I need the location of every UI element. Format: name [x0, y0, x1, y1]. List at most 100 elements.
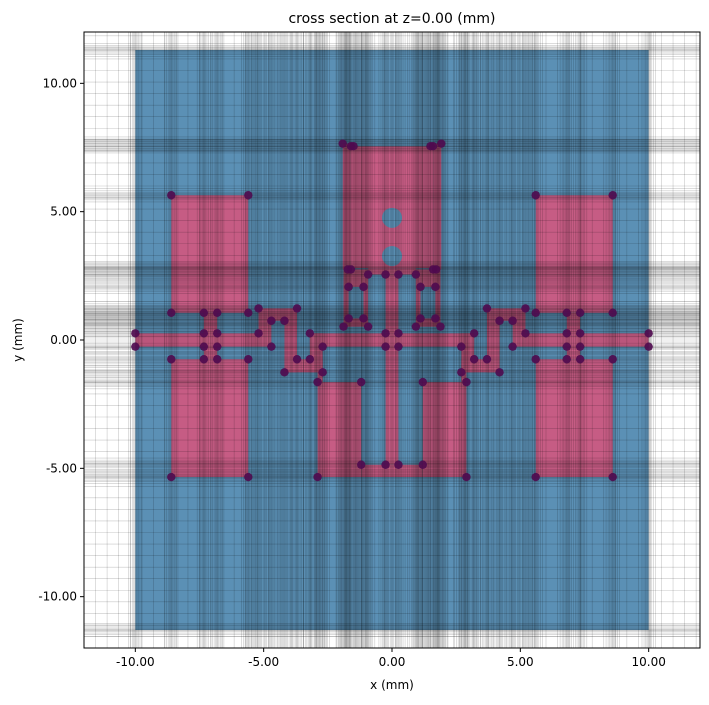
data-point: [394, 329, 403, 338]
data-point: [267, 342, 276, 351]
data-point: [381, 270, 390, 279]
data-point: [313, 472, 322, 482]
data-point: [457, 342, 466, 351]
data-point: [531, 355, 540, 364]
x-tick-label: 5.00: [507, 655, 534, 669]
data-point: [608, 191, 617, 200]
data-point: [428, 265, 438, 274]
data-point: [575, 329, 585, 338]
data-point: [521, 304, 530, 313]
data-point: [469, 329, 479, 338]
data-point: [562, 329, 571, 338]
data-point: [339, 322, 348, 331]
data-point: [167, 308, 176, 317]
data-point: [244, 191, 253, 200]
data-point: [254, 329, 263, 338]
data-point: [213, 308, 222, 317]
data-point: [495, 316, 504, 325]
data-point: [292, 355, 302, 364]
data-point: [244, 355, 253, 364]
data-point: [381, 329, 390, 338]
y-tick-label: 5.00: [50, 205, 77, 219]
data-point: [381, 460, 390, 469]
data-point: [318, 368, 327, 377]
data-point: [495, 368, 504, 377]
data-point: [363, 322, 373, 331]
metal-structure: [317, 372, 323, 383]
data-point: [338, 139, 347, 148]
data-point: [213, 355, 222, 364]
y-tick-label: -10.00: [38, 590, 77, 604]
data-point: [418, 460, 427, 469]
x-tick-label: -5.00: [248, 655, 279, 669]
data-point: [531, 472, 540, 482]
x-tick-label: -10.00: [116, 655, 155, 669]
data-point: [244, 308, 253, 317]
data-point: [213, 342, 222, 351]
metal-structure: [284, 308, 298, 373]
x-axis-label: x (mm): [370, 678, 414, 692]
metal-structure: [461, 333, 475, 373]
data-point: [199, 355, 209, 364]
data-point: [280, 316, 289, 325]
data-point: [359, 282, 368, 292]
data-point: [462, 472, 471, 482]
metal-structure: [535, 195, 613, 313]
data-point: [199, 342, 209, 351]
data-point: [394, 342, 403, 351]
data-point: [131, 329, 140, 338]
data-point: [508, 342, 517, 351]
metal-structure: [415, 318, 441, 327]
metal-structure: [363, 269, 369, 327]
data-point: [244, 472, 253, 482]
metal-structure: [368, 268, 416, 275]
data-point: [199, 308, 209, 317]
via-hole: [381, 207, 403, 228]
data-point: [644, 342, 653, 351]
metal-structure: [461, 372, 467, 383]
metal-structure: [171, 195, 249, 313]
metal-structure: [317, 382, 362, 478]
data-point: [213, 329, 222, 338]
metal-structure: [535, 359, 613, 478]
data-point: [254, 304, 263, 313]
data-point: [131, 342, 140, 351]
data-point: [531, 308, 540, 317]
metal-structure: [343, 318, 369, 327]
data-point: [346, 265, 356, 274]
metal-structure: [343, 269, 349, 327]
data-point: [292, 304, 302, 313]
data-point: [411, 270, 421, 279]
data-point: [482, 304, 492, 313]
data-point: [426, 142, 435, 151]
data-point: [437, 139, 446, 148]
metal-structure: [135, 333, 259, 347]
via-hole: [381, 246, 403, 267]
data-point: [167, 472, 176, 482]
y-tick-label: 0.00: [50, 333, 77, 347]
data-point: [575, 342, 585, 351]
plot-area: [84, 32, 700, 648]
data-point: [431, 314, 440, 323]
metal-structure: [486, 308, 500, 373]
metal-structure: [385, 274, 399, 465]
data-point: [305, 329, 315, 338]
y-tick-label: -5.00: [46, 461, 77, 475]
data-point: [436, 322, 445, 331]
data-point: [305, 355, 315, 364]
data-point: [644, 329, 653, 338]
data-point: [357, 377, 366, 387]
data-point: [482, 355, 492, 364]
metal-structure: [415, 269, 441, 287]
metal-structure: [525, 333, 649, 347]
data-point: [394, 270, 403, 279]
data-point: [462, 377, 471, 387]
data-point: [469, 355, 479, 364]
data-point: [562, 308, 571, 317]
data-point: [363, 270, 373, 279]
data-point: [344, 282, 353, 292]
chart-title: cross section at z=0.00 (mm): [288, 11, 495, 27]
data-point: [267, 316, 276, 325]
data-point: [199, 329, 209, 338]
